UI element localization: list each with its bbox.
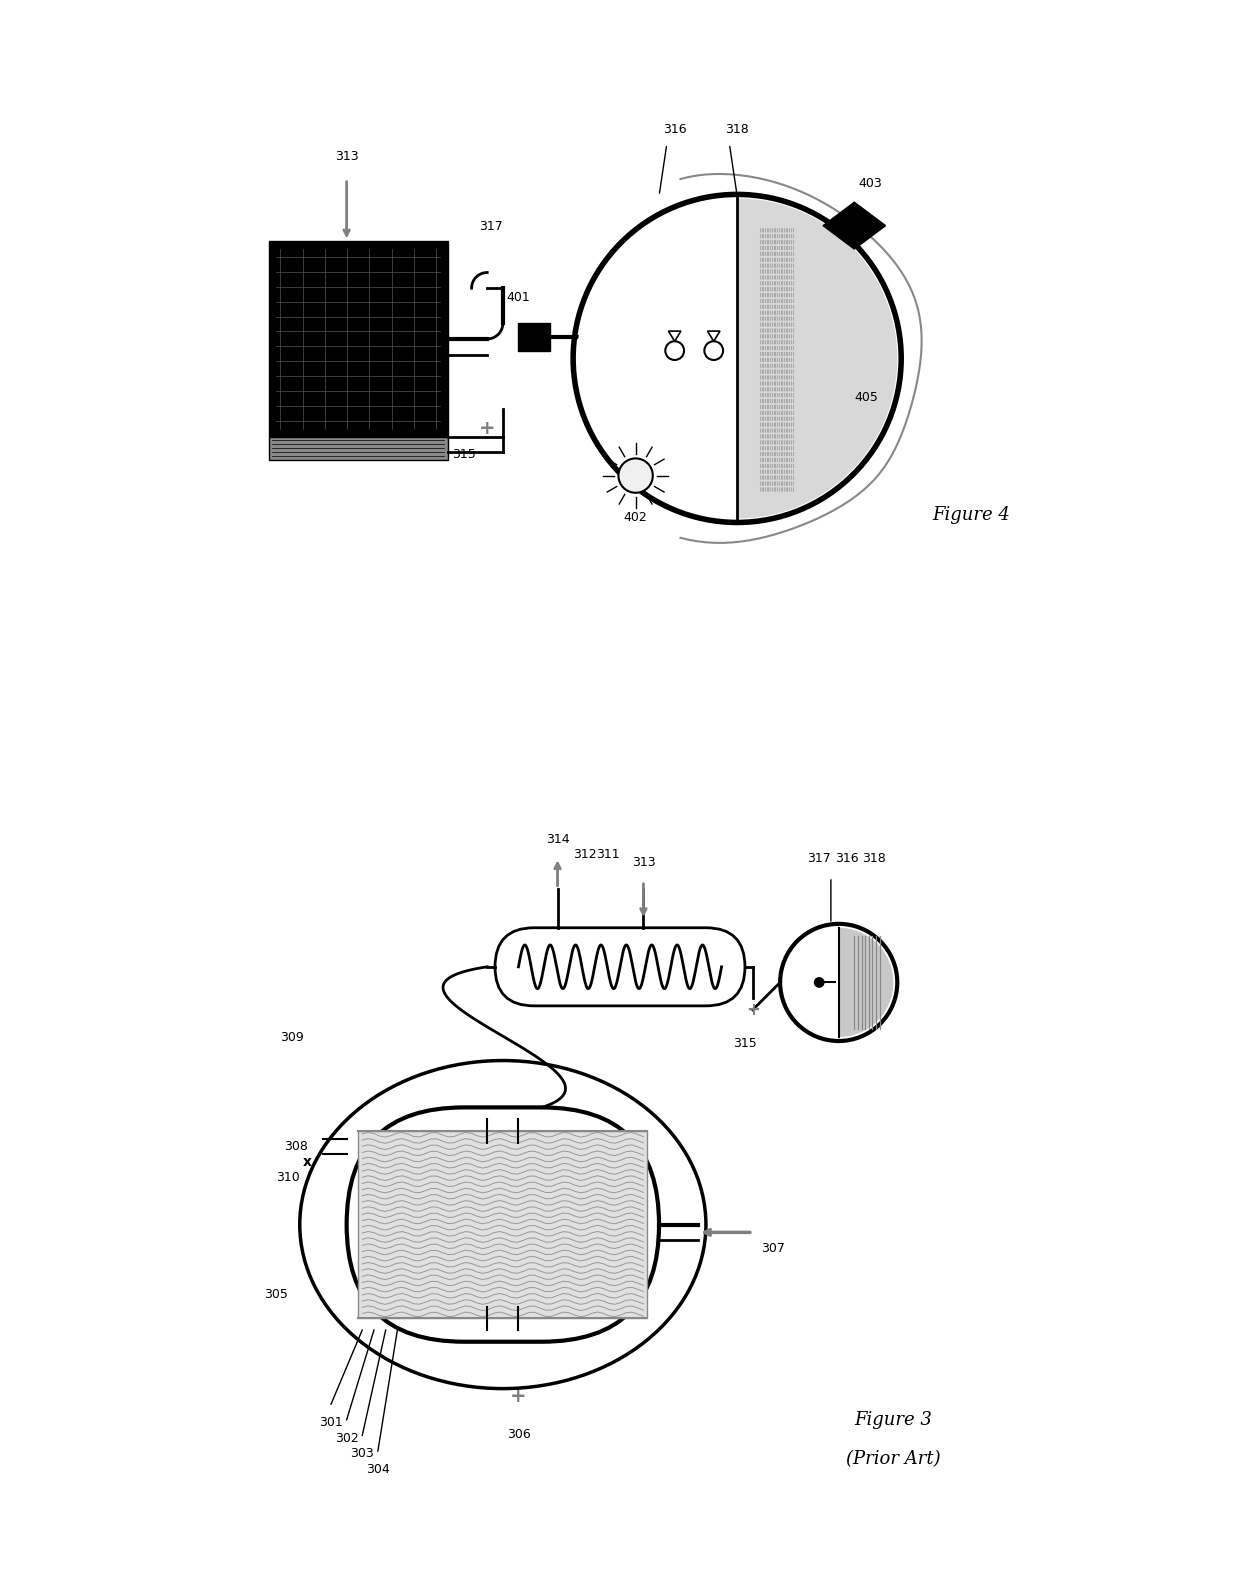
Text: 405: 405 <box>854 391 878 404</box>
Polygon shape <box>518 323 549 350</box>
Text: 309: 309 <box>280 1031 304 1043</box>
Text: 307: 307 <box>760 1241 785 1254</box>
Text: Figure 3: Figure 3 <box>854 1410 932 1429</box>
Text: 316: 316 <box>835 852 858 866</box>
Text: +: + <box>510 1387 527 1406</box>
Text: 402: 402 <box>624 511 647 524</box>
Text: 401: 401 <box>507 291 531 304</box>
Wedge shape <box>784 928 838 1037</box>
Text: 313: 313 <box>631 856 655 869</box>
Text: 305: 305 <box>264 1289 288 1301</box>
Text: 315: 315 <box>733 1037 756 1050</box>
Text: 312: 312 <box>573 848 596 861</box>
Wedge shape <box>577 198 737 519</box>
Circle shape <box>619 459 652 492</box>
Text: 304: 304 <box>366 1463 389 1475</box>
FancyBboxPatch shape <box>347 1108 658 1342</box>
Text: 308: 308 <box>284 1140 308 1152</box>
Text: 310: 310 <box>277 1171 300 1184</box>
Text: 316: 316 <box>663 123 687 136</box>
Circle shape <box>815 978 823 988</box>
Text: 317: 317 <box>479 220 503 233</box>
Text: 303: 303 <box>351 1447 374 1460</box>
Text: x: x <box>303 1156 312 1170</box>
Polygon shape <box>668 331 681 342</box>
Text: +: + <box>745 1000 760 1019</box>
Text: 314: 314 <box>546 833 569 845</box>
Text: 403: 403 <box>858 177 882 190</box>
FancyBboxPatch shape <box>495 928 745 1005</box>
Text: Figure 4: Figure 4 <box>932 505 1011 524</box>
Wedge shape <box>838 928 893 1037</box>
Text: 306: 306 <box>507 1428 531 1441</box>
Polygon shape <box>823 203 885 249</box>
Text: 301: 301 <box>319 1415 343 1429</box>
Text: +: + <box>479 419 496 438</box>
Polygon shape <box>269 241 448 437</box>
Text: (Prior Art): (Prior Art) <box>846 1450 941 1467</box>
Text: 315: 315 <box>451 448 476 461</box>
Polygon shape <box>708 331 720 342</box>
Text: 311: 311 <box>596 848 620 861</box>
Wedge shape <box>737 198 898 519</box>
Text: 302: 302 <box>335 1431 358 1445</box>
Text: 317: 317 <box>807 852 831 866</box>
Bar <box>358 1130 647 1319</box>
Text: 318: 318 <box>725 123 749 136</box>
Text: 318: 318 <box>862 852 885 866</box>
Text: 313: 313 <box>335 150 358 163</box>
Polygon shape <box>269 437 448 461</box>
